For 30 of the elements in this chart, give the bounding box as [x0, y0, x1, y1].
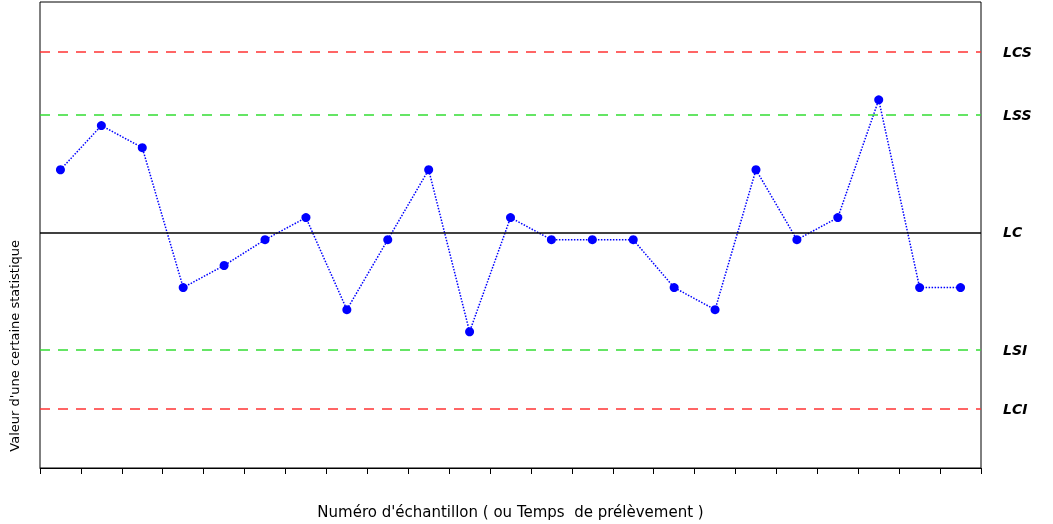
point [465, 327, 475, 337]
point [833, 213, 843, 223]
point [260, 235, 270, 245]
point [710, 305, 720, 315]
point [55, 165, 65, 175]
y-axis-title: Valeur d'une certaine statistique [7, 239, 22, 452]
ref-line-label: LC [1003, 224, 1023, 241]
point [874, 95, 884, 105]
point [587, 235, 597, 245]
point [956, 283, 966, 293]
point [424, 165, 434, 175]
point [96, 121, 106, 131]
point [546, 235, 556, 245]
point [751, 165, 761, 175]
ref-line-label: LCI [1003, 401, 1028, 418]
point [383, 235, 393, 245]
point [506, 213, 515, 223]
point [628, 235, 638, 245]
ref-line-label: LSI [1003, 342, 1028, 359]
point [219, 260, 229, 270]
ref-line-label: LSS [1003, 106, 1032, 123]
point [301, 213, 311, 223]
point [915, 283, 925, 293]
point [342, 305, 352, 315]
point [178, 283, 188, 293]
ref-line-label: LCS [1003, 43, 1032, 60]
point [792, 235, 802, 245]
x-axis-title: Numéro d'échantillon ( ou Temps de prélèvement ) [317, 502, 704, 521]
point [137, 143, 147, 153]
point [669, 283, 679, 293]
